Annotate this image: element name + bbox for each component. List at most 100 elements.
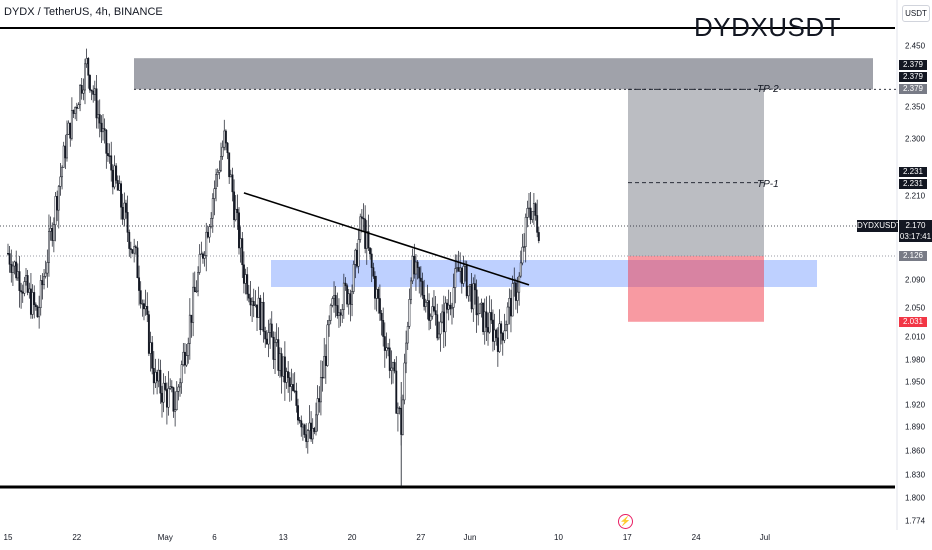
candle [275, 323, 278, 347]
candle [472, 277, 475, 322]
candle [344, 277, 347, 291]
candle [123, 192, 126, 227]
price-tick: 1.800 [905, 493, 926, 503]
candle [342, 273, 345, 319]
candle [244, 268, 247, 295]
candle [449, 291, 452, 316]
candle [300, 415, 303, 437]
candle [221, 140, 224, 160]
candle [28, 282, 31, 299]
candle [451, 302, 453, 325]
candle [64, 134, 67, 170]
candle [274, 331, 276, 374]
candle [534, 202, 537, 221]
price-tick: 1.830 [905, 470, 926, 480]
candle [106, 143, 109, 162]
candle [454, 254, 457, 304]
candle [418, 266, 421, 294]
lightning-icon[interactable]: ⚡ [618, 514, 633, 529]
candle [193, 271, 196, 293]
candle [67, 120, 70, 135]
candle [351, 284, 354, 317]
candle [8, 246, 11, 273]
candle [59, 163, 62, 196]
candle [223, 119, 226, 151]
candle [242, 251, 245, 294]
candle [369, 247, 372, 260]
candle [180, 360, 183, 394]
candle [257, 286, 260, 318]
candle [385, 332, 388, 359]
candle [262, 292, 265, 343]
candle [79, 83, 82, 112]
candle [401, 394, 404, 436]
descending-trendline [243, 192, 530, 286]
candle [169, 378, 172, 391]
candle [108, 143, 111, 164]
candle [49, 216, 52, 241]
candle [80, 78, 83, 100]
candle [283, 341, 286, 401]
candle [477, 296, 480, 326]
candle [339, 309, 342, 327]
candle [100, 115, 103, 144]
candle [161, 385, 163, 418]
candle [213, 180, 216, 216]
candle [390, 350, 393, 385]
candle [510, 289, 512, 333]
candle [378, 284, 381, 321]
time-tick: 6 [212, 533, 217, 542]
candle [483, 298, 486, 345]
candle [523, 233, 526, 252]
candle [521, 233, 524, 266]
candle [498, 309, 501, 353]
candle [532, 193, 535, 225]
candle [387, 342, 390, 357]
candle [411, 248, 414, 285]
currency-button[interactable]: USDT [902, 5, 930, 22]
candle [352, 260, 355, 295]
candle [444, 296, 447, 347]
candle [34, 302, 37, 311]
candle [74, 106, 77, 120]
candle [362, 203, 365, 232]
candle [215, 168, 218, 202]
candle [23, 276, 26, 297]
candle [315, 402, 317, 436]
time-tick: 24 [691, 533, 701, 542]
candle [210, 212, 213, 229]
candle [128, 229, 131, 257]
candle [360, 209, 363, 233]
price-badge: 2.379 [899, 60, 927, 70]
price-tick: 2.450 [905, 41, 926, 51]
time-tick: 27 [416, 533, 426, 542]
candle [254, 290, 257, 308]
candle [526, 200, 529, 228]
candle [311, 418, 314, 444]
price-tick: 2.010 [905, 332, 926, 342]
candle [182, 342, 185, 367]
candle [156, 369, 159, 395]
candle [372, 262, 375, 279]
candle [452, 273, 455, 318]
candle [121, 193, 124, 225]
resistance-zone [134, 58, 873, 90]
candle [13, 260, 16, 275]
last-price-badge: 2.170 03:17:41 [899, 220, 932, 242]
candle [38, 295, 41, 329]
candle [426, 284, 429, 320]
candle [280, 347, 283, 394]
candle [188, 298, 191, 360]
candle [264, 326, 267, 348]
candle [138, 265, 141, 306]
candle [46, 249, 49, 288]
candle [272, 331, 275, 369]
price-tick: 2.090 [905, 275, 926, 285]
candle [82, 78, 85, 101]
candle [433, 290, 435, 313]
candle [105, 129, 108, 169]
candle [485, 296, 488, 342]
candle [288, 372, 291, 402]
candle [159, 359, 162, 404]
